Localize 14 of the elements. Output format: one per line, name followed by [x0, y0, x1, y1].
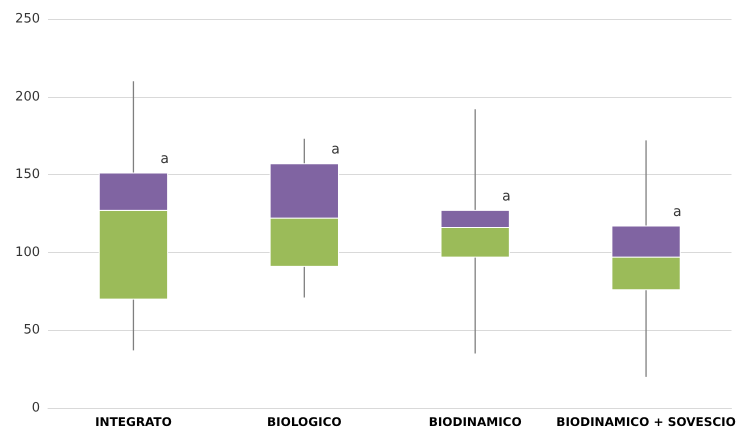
y-tick-label: 100 — [15, 244, 40, 260]
annotation: a — [673, 204, 682, 220]
annotation: a — [502, 188, 511, 204]
y-tick-label: 200 — [15, 89, 40, 104]
y-tick-label: 0 — [32, 400, 40, 416]
annotation: a — [160, 151, 170, 168]
x-tick-label: INTEGRATO — [95, 415, 172, 429]
y-tick-label: 150 — [15, 167, 40, 182]
x-tick-label: BIODINAMICO + SOVESCIO — [556, 415, 736, 429]
x-tick-label: BIOLOGICO — [267, 415, 342, 429]
y-tick-label: 50 — [23, 322, 40, 338]
x-tick-label: BIODINAMICO — [428, 415, 522, 429]
y-tick-label: 250 — [15, 12, 40, 26]
annotation: a — [331, 142, 340, 158]
